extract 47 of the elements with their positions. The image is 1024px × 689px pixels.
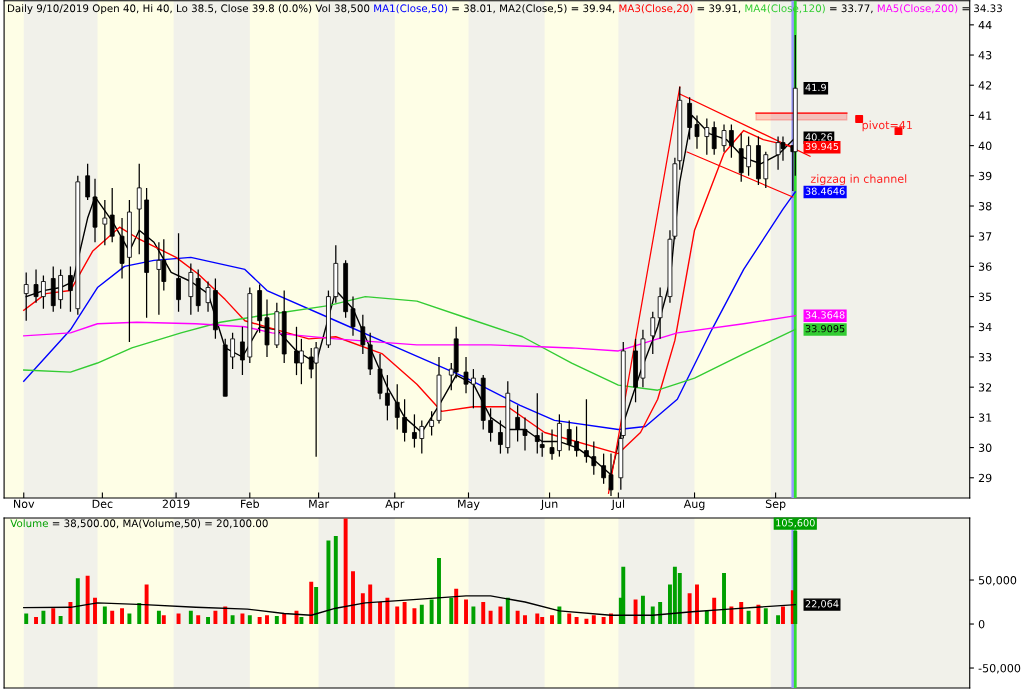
y-tick-label: 40 <box>978 141 992 150</box>
text: 41.9 <box>805 83 826 92</box>
x-tick-label: Sep <box>765 499 786 511</box>
chart-title: Daily 9/10/2019 Open 40, Hi 40, Lo 38.5, Close 39.8 (0.0%) Vol 38,500 <box>8 4 370 15</box>
y-tick-label: -50,000 <box>978 664 1021 674</box>
data-label: 40.26 <box>805 133 833 141</box>
data-label: 33.9095 <box>805 324 845 333</box>
x-tick-label: Dec <box>92 499 113 508</box>
text: MA3(Close,20) = 39.91, <box>619 4 741 14</box>
y-tick-label: 30 <box>978 443 992 452</box>
y-tick-label: 0 <box>978 620 985 629</box>
x-tick-label: Aug <box>683 499 705 511</box>
y-tick-label: 37 <box>978 232 992 241</box>
y-tick-label: 42 <box>978 81 992 90</box>
y-tick-label: 44 <box>978 20 992 30</box>
data-label: 38.4646 <box>805 187 845 195</box>
y-tick-label: 41 <box>978 111 992 120</box>
x-tick-label: Mar <box>309 499 330 508</box>
text: MA5(Close,200) = 34.33 <box>877 4 1002 14</box>
y-tick-label: 50,000 <box>978 576 1017 586</box>
x-tick-label: Jun <box>540 499 558 511</box>
text: MA1(Close,50) = 38.01, <box>374 4 495 14</box>
text: MA(Volume,50) = 20,100.00 <box>123 519 268 529</box>
data-label: 34.3648 <box>805 311 845 319</box>
x-tick-label: Jul <box>611 499 625 511</box>
y-tick-label: 36 <box>978 262 992 271</box>
annotation: zigzag in channel <box>810 174 907 186</box>
y-tick-label: 39 <box>978 171 992 181</box>
y-tick-label: 38 <box>978 201 992 211</box>
y-tick-label: 35 <box>978 292 992 301</box>
y-tick-label: 32 <box>978 383 992 392</box>
data-label: 22,064 <box>805 600 839 609</box>
data-label: 39.945 <box>805 142 839 151</box>
x-tick-label: Nov <box>14 499 35 508</box>
x-tick-label: Feb <box>241 499 260 508</box>
y-tick-label: 31 <box>978 413 992 422</box>
x-tick-label: 2019 <box>162 499 190 508</box>
text: MA2(Close,5) = 39.94, <box>500 4 615 14</box>
x-tick-label: May <box>458 499 480 511</box>
y-tick-label: 43 <box>978 51 992 60</box>
data-label: 105,600 <box>776 519 815 528</box>
annotation: pivot=41 <box>862 120 912 132</box>
y-tick-label: 29 <box>978 473 992 483</box>
x-tick-label: Apr <box>385 499 405 511</box>
y-tick-label: 33 <box>978 352 992 362</box>
text: Volume = 38,500.00, <box>10 519 119 529</box>
y-tick-label: 34 <box>978 322 992 332</box>
